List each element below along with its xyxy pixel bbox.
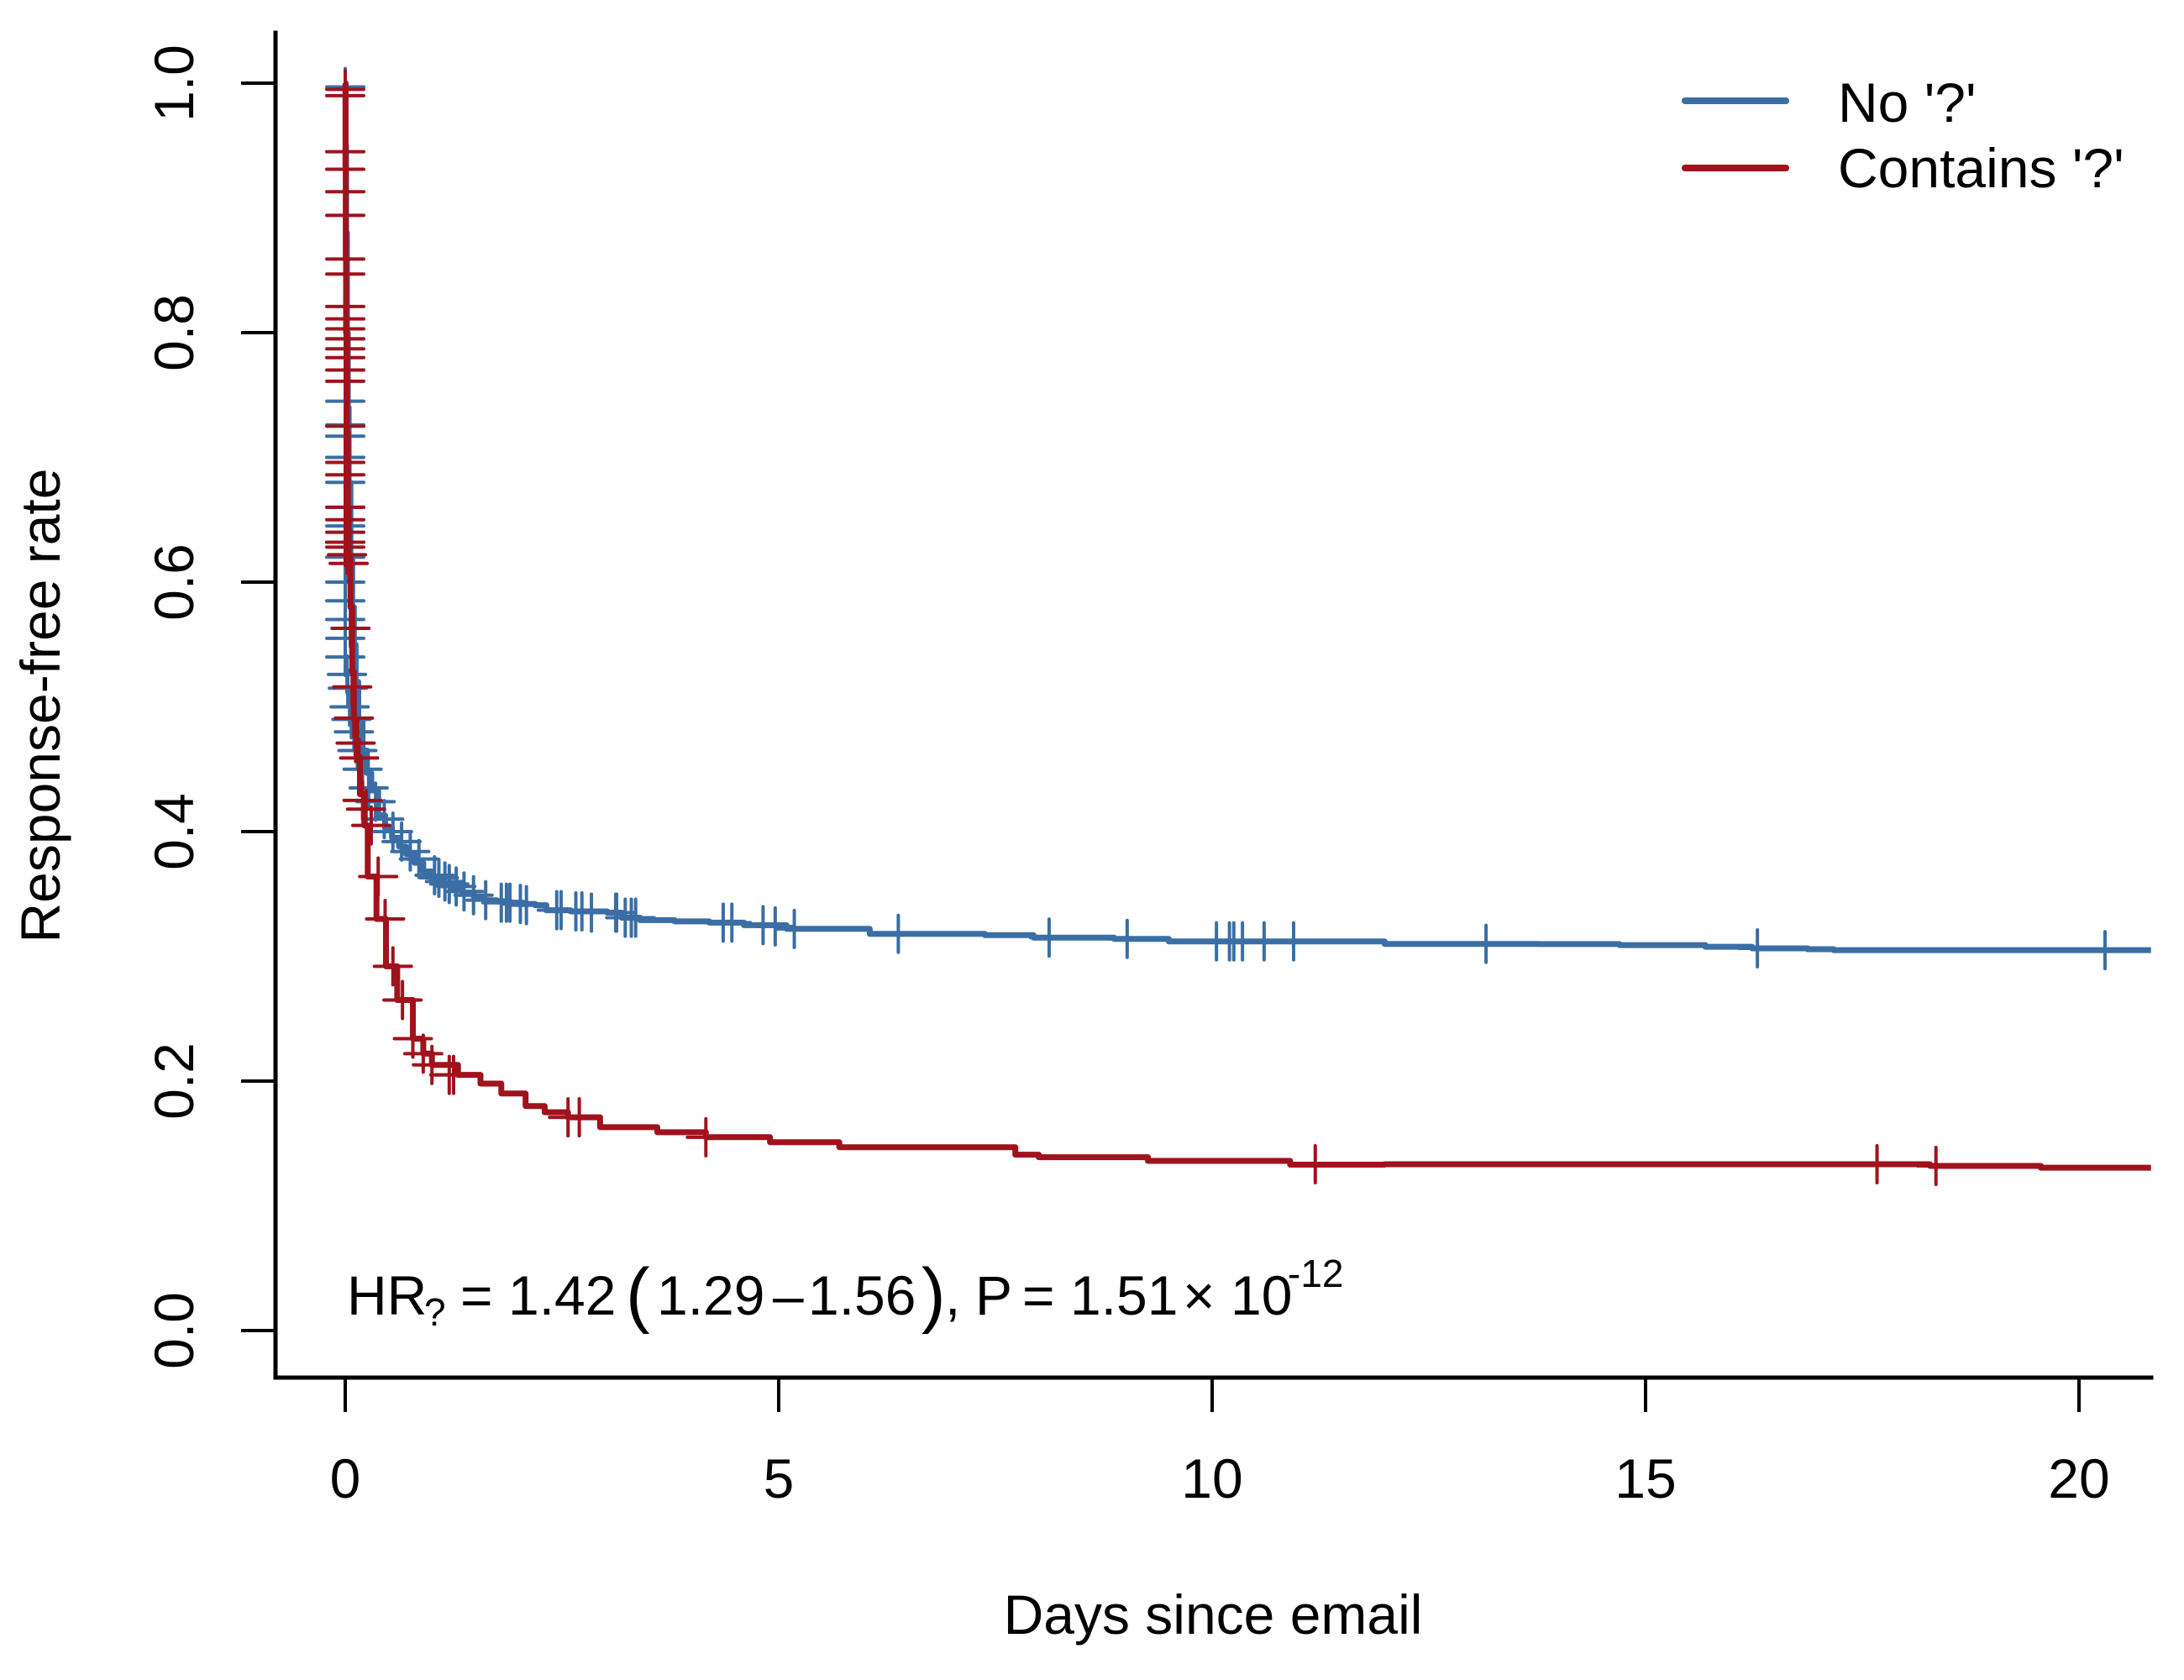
y-tick-label: 0.2 xyxy=(143,1042,205,1120)
censor-mark xyxy=(335,722,376,764)
x-tick-label: 5 xyxy=(764,1447,795,1509)
censor-mark xyxy=(325,75,365,116)
y-tick-label: 0.4 xyxy=(143,793,205,870)
censor-mark xyxy=(381,821,423,862)
censor-mark xyxy=(418,857,459,898)
legend-label-contains-question: Contains '?' xyxy=(1838,137,2124,199)
censor-mark xyxy=(559,1097,600,1138)
censor-mark xyxy=(711,902,753,943)
censor-mark xyxy=(398,838,439,879)
x-tick-label: 20 xyxy=(2048,1447,2109,1509)
annot-p-mantissa: 1.51 xyxy=(1070,1264,1178,1326)
censor-mark xyxy=(774,908,815,949)
censor-mark xyxy=(325,527,365,568)
censor-mark xyxy=(358,856,399,897)
censor-mark xyxy=(1294,1144,1336,1185)
censor-mark xyxy=(465,879,507,921)
censor-mark xyxy=(436,866,477,907)
censor-mark xyxy=(412,1044,453,1085)
censor-mark xyxy=(325,195,365,236)
censor-mark xyxy=(1915,1145,1956,1186)
y-tick-label: 0.0 xyxy=(143,1292,205,1369)
annot-hr: HR xyxy=(347,1264,427,1326)
censor-mark xyxy=(325,360,365,402)
censor-mark xyxy=(506,885,547,926)
censor-mark xyxy=(342,780,383,821)
censor-mark xyxy=(414,854,455,895)
censor-mark xyxy=(392,1018,433,1059)
censor-mark xyxy=(444,871,485,912)
annot-ci-low: 1.29 xyxy=(657,1264,764,1326)
annot-hr-subscript: ? xyxy=(424,1290,446,1334)
x-tick-label: 0 xyxy=(330,1447,361,1509)
censor-mark xyxy=(685,1116,727,1158)
annot-ci-close: ) xyxy=(921,1254,946,1335)
censor-mark xyxy=(1737,927,1778,969)
censor-mark xyxy=(333,697,375,738)
censor-mark xyxy=(1856,1144,1898,1185)
censor-mark xyxy=(433,1054,474,1095)
censor-mark xyxy=(615,897,656,938)
x-tick-label: 10 xyxy=(1181,1447,1242,1509)
annot-ci-high: 1.56 xyxy=(808,1264,916,1326)
censor-mark xyxy=(328,543,370,584)
censor-mark xyxy=(390,831,431,872)
survival-curve xyxy=(342,80,2151,1171)
censor-mark xyxy=(596,892,638,933)
censor-mark xyxy=(1273,921,1315,962)
axes-layer xyxy=(273,30,2154,1380)
censor-mark xyxy=(325,637,365,678)
hazard-ratio-annotation: HR ? = 1.42 ( 1.29 – 1.56 ) , P = 1.51 ×… xyxy=(347,1252,1343,1335)
censor-mark xyxy=(754,906,795,947)
censor-mark xyxy=(1466,923,1507,964)
censor-mark xyxy=(345,789,386,830)
x-axis-title: Days since email xyxy=(1004,1583,1423,1646)
censor-mark xyxy=(1106,918,1147,959)
ticks-layer: 0 5 10 15 20 0.0 0.2 0.4 0.6 0.8 1.0 xyxy=(143,45,2110,1509)
y-axis-title: Response-free rate xyxy=(9,469,71,943)
censor-mark xyxy=(878,913,919,954)
y-tick-label: 1.0 xyxy=(143,45,205,122)
censor-mark xyxy=(350,805,391,846)
y-tick-label: 0.8 xyxy=(143,294,205,371)
survival-curve xyxy=(343,80,2151,953)
annot-p: P xyxy=(975,1264,1012,1326)
annot-times: × xyxy=(1183,1264,1215,1326)
annot-p-exponent: -12 xyxy=(1288,1252,1343,1295)
annot-comma: , xyxy=(945,1264,960,1326)
annot-equals-1: = xyxy=(460,1264,493,1326)
annot-equals-2: = xyxy=(1022,1264,1055,1326)
censor-mark xyxy=(327,534,368,575)
legend-label-no-question: No '?' xyxy=(1838,71,1977,134)
y-tick-label: 0.6 xyxy=(143,543,205,621)
censor-mark xyxy=(330,607,371,648)
x-tick-label: 15 xyxy=(1614,1447,1676,1509)
annot-ci-open: ( xyxy=(626,1254,650,1335)
series-layer xyxy=(325,66,2151,1186)
censor-mark xyxy=(332,666,373,707)
censor-mark xyxy=(325,406,365,447)
annot-hr-value: 1.42 xyxy=(508,1264,616,1326)
censor-mark xyxy=(1028,917,1069,958)
censor-mark xyxy=(2084,930,2125,971)
censor-mark xyxy=(339,738,380,779)
censor-mark xyxy=(372,811,413,852)
censor-mark xyxy=(428,864,470,905)
annot-ci-dash: – xyxy=(773,1264,804,1326)
censor-mark xyxy=(382,979,423,1021)
legend: No '?' Contains '?' xyxy=(1682,71,2124,199)
series-no-question xyxy=(325,66,2151,971)
series-contains-question xyxy=(325,69,2151,1186)
censor-mark xyxy=(372,946,413,987)
annot-p-base: 10 xyxy=(1231,1264,1292,1326)
censor-mark xyxy=(365,898,406,939)
